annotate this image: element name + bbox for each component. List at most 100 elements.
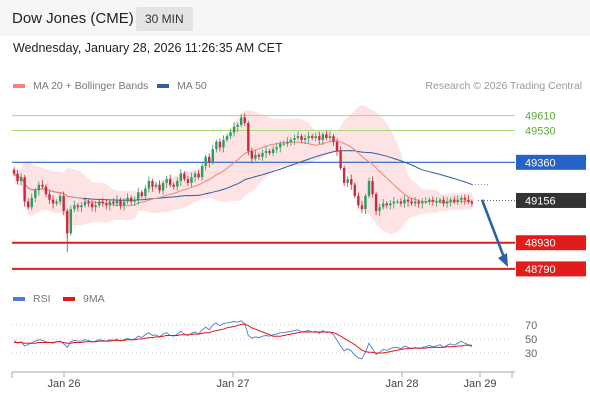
candles-group bbox=[12, 112, 474, 239]
candle-body bbox=[318, 136, 321, 140]
candle-body bbox=[158, 184, 161, 191]
candle-body bbox=[438, 199, 442, 202]
candle-body bbox=[105, 203, 108, 206]
legend-ma20-label: MA 20 + Bollinger Bands bbox=[33, 80, 149, 92]
candle-body bbox=[243, 117, 246, 124]
legend-ma50: MA 50 bbox=[157, 80, 207, 92]
rsi-tick-70: 70 bbox=[525, 320, 537, 332]
candle-body bbox=[41, 184, 44, 187]
candle-body bbox=[300, 136, 303, 140]
candle-body bbox=[151, 181, 154, 187]
candle-body bbox=[101, 201, 104, 204]
research-credit: Research © 2026 Trading Central bbox=[425, 80, 582, 92]
candle-body bbox=[240, 117, 243, 125]
rsi-tick-30: 30 bbox=[525, 348, 537, 360]
candle-body bbox=[360, 205, 364, 210]
candle-body bbox=[378, 207, 381, 211]
candle-body bbox=[48, 194, 51, 200]
candle-body bbox=[435, 201, 438, 203]
candle-body bbox=[66, 210, 69, 234]
candle-body bbox=[456, 199, 459, 202]
candle-body bbox=[282, 143, 285, 145]
level-label-bg-49156 bbox=[516, 192, 586, 208]
candle-body bbox=[215, 141, 218, 150]
candle-body bbox=[296, 136, 300, 139]
candle-body bbox=[169, 179, 172, 185]
rsi-swatch bbox=[13, 297, 25, 301]
candle-body bbox=[232, 126, 236, 133]
candle-body bbox=[463, 197, 467, 200]
candle-body bbox=[225, 136, 229, 140]
candle-body bbox=[172, 184, 175, 187]
candle-body bbox=[176, 181, 179, 187]
candle-body bbox=[190, 177, 193, 183]
candle-body bbox=[126, 197, 129, 202]
candle-body bbox=[374, 194, 378, 211]
candle-body bbox=[247, 123, 250, 152]
candle-body bbox=[325, 134, 328, 139]
ma20-line bbox=[13, 140, 472, 207]
candle-body bbox=[94, 205, 97, 208]
candle-body bbox=[413, 201, 417, 204]
candle-body bbox=[257, 154, 261, 157]
candle-body bbox=[186, 179, 190, 183]
candle-body bbox=[69, 209, 72, 234]
rsi-9ma-line bbox=[14, 323, 472, 354]
x-tick-label: Jan 28 bbox=[385, 378, 418, 390]
candle-body bbox=[90, 203, 94, 208]
candle-body bbox=[449, 199, 452, 202]
candle-body bbox=[321, 134, 325, 140]
chart-title: Dow Jones (CME) bbox=[12, 10, 134, 27]
candle-body bbox=[80, 205, 83, 208]
candle-body bbox=[261, 152, 264, 157]
candle-body bbox=[229, 132, 232, 137]
candle-body bbox=[286, 141, 289, 144]
candle-body bbox=[30, 197, 33, 208]
candle-body bbox=[328, 136, 332, 139]
candle-body bbox=[406, 199, 410, 202]
level-label-49530: 49530 bbox=[525, 126, 556, 138]
candle-body bbox=[165, 179, 168, 183]
candle-body bbox=[342, 167, 346, 183]
candle-body bbox=[12, 169, 16, 174]
candle-body bbox=[55, 201, 58, 204]
candle-body bbox=[19, 177, 23, 182]
candle-body bbox=[250, 151, 254, 159]
candle-body bbox=[37, 184, 41, 191]
level-label-48930: 48930 bbox=[525, 238, 556, 250]
level-label-bg-48930 bbox=[516, 235, 586, 251]
candle-body bbox=[445, 201, 449, 204]
candle-body bbox=[58, 195, 62, 202]
candle-body bbox=[34, 190, 37, 198]
candle-body bbox=[371, 181, 374, 195]
candle-body bbox=[87, 201, 90, 204]
candle-body bbox=[183, 173, 186, 180]
candle-body bbox=[44, 186, 48, 195]
candle-body bbox=[51, 199, 55, 204]
candle-body bbox=[62, 195, 65, 211]
candle-body bbox=[417, 201, 420, 204]
candle-body bbox=[271, 149, 275, 153]
x-tick-label: Jan 26 bbox=[47, 378, 80, 390]
candle-body bbox=[112, 201, 115, 204]
candle-body bbox=[367, 181, 371, 196]
candle-body bbox=[470, 201, 474, 204]
level-label-48790: 48790 bbox=[525, 264, 556, 276]
candle-body bbox=[119, 199, 122, 206]
candle-body bbox=[200, 166, 204, 178]
candle-body bbox=[346, 179, 349, 183]
candle-body bbox=[339, 151, 342, 168]
ma50-line bbox=[13, 150, 473, 201]
timeframe-button[interactable]: 30 MIN bbox=[136, 7, 193, 31]
candle-body bbox=[264, 151, 268, 153]
candle-body bbox=[144, 188, 147, 196]
candle-body bbox=[254, 154, 257, 159]
candle-body bbox=[303, 138, 307, 140]
candle-body bbox=[218, 141, 222, 148]
ma9-swatch bbox=[63, 297, 75, 301]
datetime-label: Wednesday, January 28, 2026 11:26:35 AM … bbox=[13, 41, 283, 55]
candle-body bbox=[129, 197, 133, 202]
candle-body bbox=[204, 156, 207, 167]
candle-body bbox=[197, 173, 200, 178]
